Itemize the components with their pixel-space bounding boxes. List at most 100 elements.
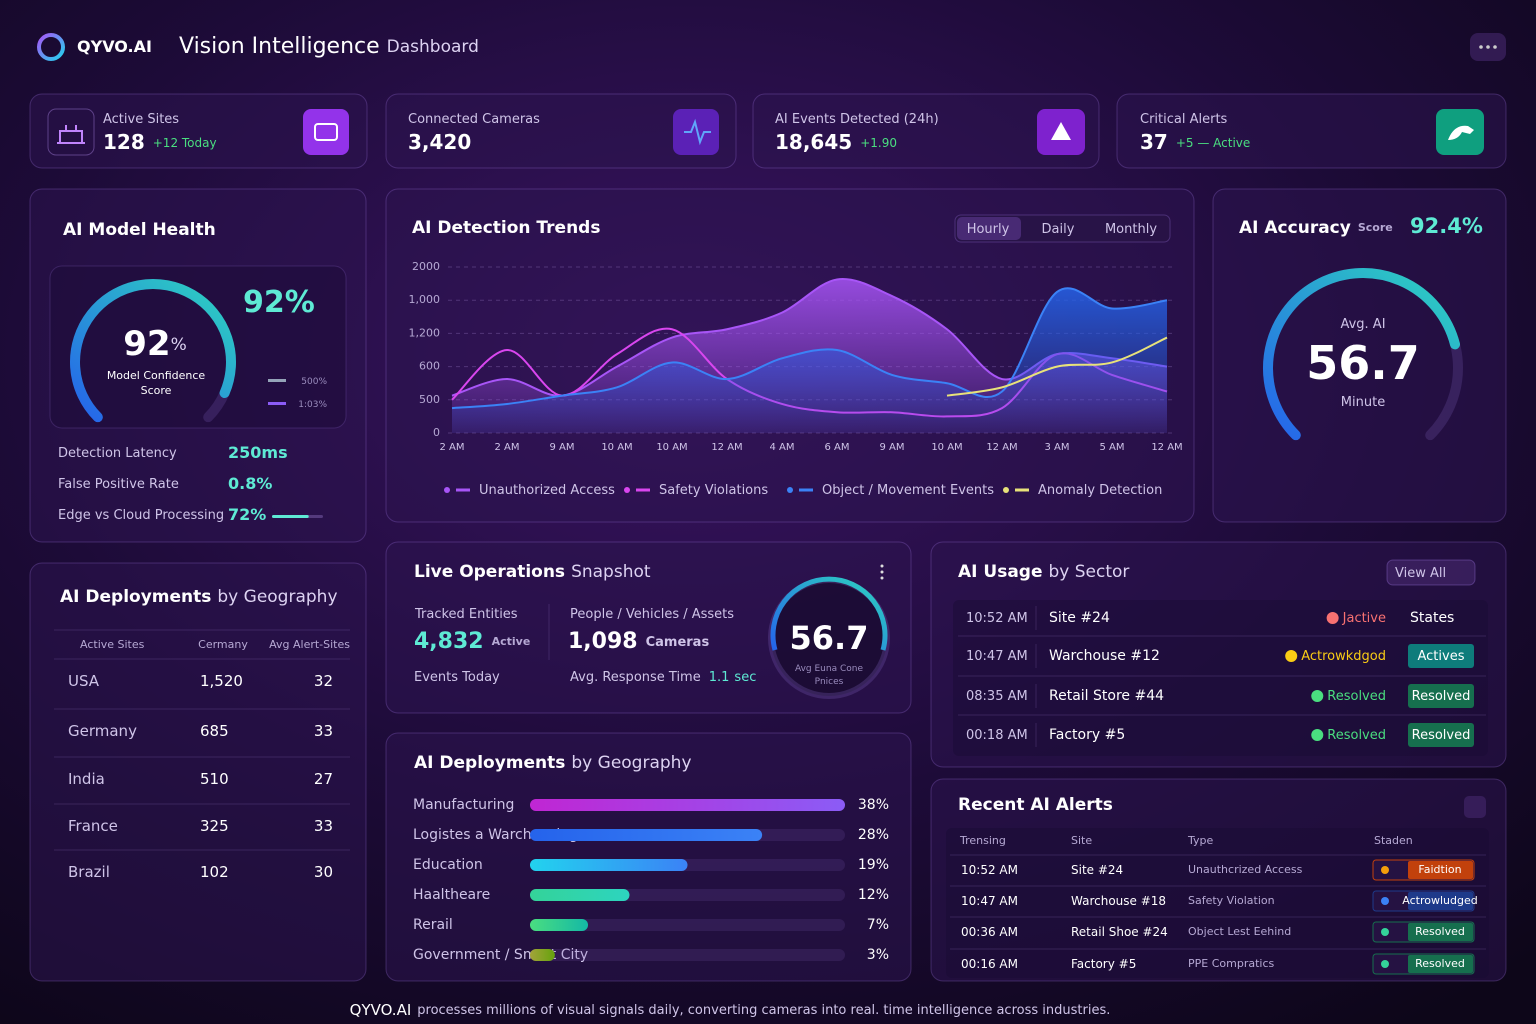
panel-title-part: AI Detection Trends xyxy=(412,218,600,238)
kpi-value-part: +5 — Active xyxy=(1176,136,1250,150)
alerts-menu[interactable] xyxy=(1464,796,1486,818)
cell-part: 1,520 xyxy=(200,672,243,690)
menu-dot xyxy=(1493,45,1497,49)
view-all-button[interactable] xyxy=(1386,559,1476,586)
cell: 32 xyxy=(314,672,333,690)
panel-title: AI Deployments by Geography xyxy=(414,753,692,773)
status-icon xyxy=(1311,690,1324,702)
panel-title: AI Usage by Sector xyxy=(958,562,1129,582)
status-icon xyxy=(1326,612,1339,624)
cell: 10:47 AM xyxy=(966,649,1028,664)
cell-part: 00:16 AM xyxy=(961,957,1018,971)
cell: Factory #5 xyxy=(1049,727,1125,743)
accuracy-value: 92.4% xyxy=(1410,214,1483,238)
tab-part: Monthly xyxy=(1105,222,1157,237)
progress-bar xyxy=(272,515,309,518)
button-label[interactable]: View All xyxy=(1395,566,1446,581)
stat-label: Events Today xyxy=(414,670,500,685)
x-tick-label-part: 12 AM xyxy=(986,442,1017,453)
bar-label-part: Rerail xyxy=(413,917,453,933)
accuracy-panel xyxy=(1212,188,1507,523)
tab[interactable]: Hourly xyxy=(967,222,1010,237)
legend-label: 500% xyxy=(301,377,327,387)
gauge-value: 56.7 xyxy=(790,619,869,657)
metric-value: 72% xyxy=(228,505,266,524)
y-tick-label-part: 1,000 xyxy=(409,293,441,306)
status: Resolved xyxy=(1327,689,1386,704)
legend-dot xyxy=(787,487,793,493)
cell: 00:36 AM xyxy=(961,925,1018,939)
footer: QYVO.AI processes millions of visual sign… xyxy=(350,1001,1111,1019)
status-part: Jactive xyxy=(1342,611,1386,626)
stat-value: 4,832 Active xyxy=(414,629,530,654)
kpi-card xyxy=(385,93,737,169)
cell: 08:35 AM xyxy=(966,689,1028,704)
kpi-value-part: 3,420 xyxy=(408,130,471,154)
status-badge-fill xyxy=(1408,892,1473,910)
panel-title: AI Accuracy Score xyxy=(1239,218,1393,238)
x-tick-label: 10 AM xyxy=(601,442,632,453)
bar-value: 7% xyxy=(867,917,889,933)
tab[interactable]: Monthly xyxy=(1105,222,1157,237)
status-part: Resolved xyxy=(1327,689,1386,704)
cell: 10:52 AM xyxy=(966,611,1028,626)
metric-label: Detection Latency xyxy=(58,446,177,461)
kpi-label: Critical Alerts xyxy=(1140,112,1228,127)
tab-group xyxy=(954,214,1171,243)
stat-label: Avg. Response Time 1.1 sec xyxy=(570,670,756,685)
status-badge xyxy=(1408,644,1474,668)
legend-dot xyxy=(624,487,630,493)
gauge-label-part: Minute xyxy=(1341,395,1385,410)
cell-part: Factory #5 xyxy=(1071,957,1136,971)
bar-label-part: Haaltheare xyxy=(413,887,490,903)
bar-value-part: 12% xyxy=(858,887,889,903)
usage-panel xyxy=(930,541,1507,768)
x-tick-label: 3 AM xyxy=(1044,442,1069,453)
x-tick-label-part: 5 AM xyxy=(1099,442,1124,453)
cell: Warchouse #12 xyxy=(1049,648,1160,664)
cell: 102 xyxy=(200,863,229,881)
menu-dot xyxy=(1479,45,1483,49)
status-badge-fill xyxy=(1408,923,1473,941)
bar-value-part: 7% xyxy=(867,917,889,933)
cell-part: Safety Violation xyxy=(1188,894,1275,907)
panel-title-part: Recent AI Alerts xyxy=(958,795,1113,815)
x-tick-label: 10 AM xyxy=(656,442,687,453)
metric-label: Edge vs Cloud Processing xyxy=(58,508,224,523)
stat-value-part: Active xyxy=(492,635,531,648)
cell: 30 xyxy=(314,863,333,881)
gauge-caption: Score xyxy=(141,384,172,397)
tab[interactable]: Daily xyxy=(1042,222,1075,237)
kpi-value: 3,420 xyxy=(408,130,471,154)
gauge-caption-part: Model Confidence xyxy=(107,369,206,382)
panel-title-part: AI Deployments xyxy=(414,753,565,773)
table-header-part: Active Sites xyxy=(80,638,145,651)
cell-part: France xyxy=(68,817,118,835)
active-tab[interactable] xyxy=(957,217,1021,240)
cell-part: 102 xyxy=(200,863,229,881)
gauge-value: 56.7 xyxy=(1306,336,1420,390)
table-header: Trensing xyxy=(959,834,1006,847)
x-tick-label: 5 AM xyxy=(1099,442,1124,453)
status: Resolved xyxy=(1327,728,1386,743)
y-tick-label-part: 1,200 xyxy=(409,326,441,339)
cell-part: Object Lest Eehind xyxy=(1188,925,1291,938)
bar xyxy=(530,859,688,871)
cell-part: Germany xyxy=(68,722,137,740)
y-tick-label: 2000 xyxy=(412,260,440,273)
y-tick-label-part: 0 xyxy=(433,426,440,439)
metric-value: 0.8% xyxy=(228,474,272,493)
cell: 10:52 AM xyxy=(961,863,1018,877)
gauge-caption-part: Avg Euna Cone xyxy=(795,664,863,674)
badge-label-part: Resolved xyxy=(1415,925,1465,938)
cell: Warchouse #18 xyxy=(1071,894,1166,908)
menu-dot xyxy=(880,570,884,574)
status-badge xyxy=(1408,684,1474,708)
metric-value-part: 0.8% xyxy=(228,474,272,493)
stat-label-part: Avg. Response Time xyxy=(570,670,701,685)
x-tick-label-part: 9 AM xyxy=(549,442,574,453)
table-header: Staden xyxy=(1374,834,1413,847)
badge-label-part: Actrowludged xyxy=(1402,894,1477,907)
cell: 27 xyxy=(314,770,333,788)
cell-part: Unauthcrized Access xyxy=(1188,863,1303,876)
